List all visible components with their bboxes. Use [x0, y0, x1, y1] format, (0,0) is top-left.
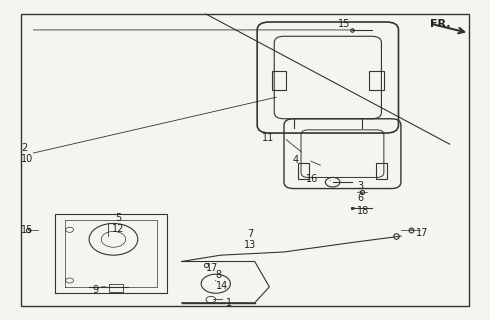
Bar — [272, 71, 287, 90]
Text: 11: 11 — [262, 133, 274, 143]
Text: 7
13: 7 13 — [244, 228, 256, 250]
Text: 15: 15 — [21, 225, 33, 235]
Text: 2
10: 2 10 — [21, 143, 33, 164]
Text: 17: 17 — [416, 228, 428, 238]
Text: 8
14: 8 14 — [216, 270, 228, 291]
Text: 15: 15 — [338, 19, 350, 28]
Text: 1: 1 — [225, 298, 232, 308]
Text: 5
12: 5 12 — [112, 213, 124, 234]
Text: 17: 17 — [206, 263, 219, 273]
Bar — [297, 163, 309, 179]
Text: 16: 16 — [306, 174, 318, 184]
Text: 4: 4 — [293, 155, 298, 165]
Text: FR.: FR. — [430, 19, 451, 28]
Bar — [369, 71, 384, 90]
Text: 18: 18 — [357, 206, 369, 216]
Text: 9: 9 — [93, 285, 99, 295]
Text: 3
6: 3 6 — [357, 181, 363, 203]
Bar — [375, 163, 387, 179]
Bar — [109, 284, 123, 292]
